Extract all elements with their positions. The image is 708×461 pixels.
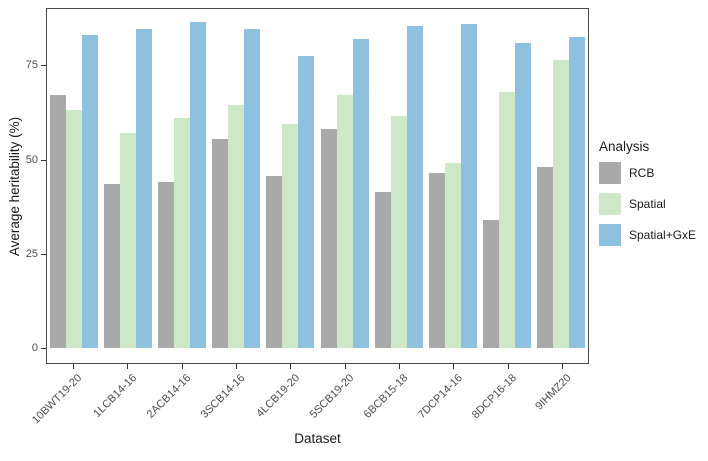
bar-group-3SCB14-16 bbox=[209, 9, 263, 348]
bar-Spatial+GxE-4LCB19-20 bbox=[298, 55, 315, 348]
x-tick-3SCB14-16 bbox=[236, 364, 237, 369]
x-tick-label-8DCP16-18: 8DCP16-18 bbox=[469, 372, 519, 422]
bar-RCB-8DCP16-18 bbox=[482, 219, 499, 348]
bar-RCB-4LCB19-20 bbox=[266, 176, 283, 348]
bar-group-4LCB19-20 bbox=[263, 9, 317, 348]
x-tick-7DCP14-16 bbox=[453, 364, 455, 369]
bar-Spatial-8DCP16-18 bbox=[498, 91, 515, 348]
bar-group-8DCP16-18 bbox=[480, 9, 534, 348]
y-tick-0 bbox=[41, 348, 46, 349]
bar-Spatial-5SCB19-20 bbox=[336, 95, 353, 348]
bar-Spatial-9IHMZ20 bbox=[552, 59, 569, 348]
x-tick-label-5SCB19-20: 5SCB19-20 bbox=[307, 372, 357, 421]
y-tick-label-25: 25 bbox=[25, 247, 38, 260]
bar-Spatial+GxE-3SCB14-16 bbox=[244, 29, 261, 348]
bar-Spatial-10BWT19-20 bbox=[66, 110, 83, 348]
bar-group-9IHMZ20 bbox=[534, 9, 588, 348]
bar-RCB-5SCB19-20 bbox=[320, 129, 337, 348]
bar-RCB-2ACB14-16 bbox=[158, 182, 175, 348]
bar-RCB-7DCP14-16 bbox=[428, 172, 445, 348]
legend-swatch-Spatial bbox=[599, 193, 621, 215]
bar-Spatial+GxE-6BCB15-18 bbox=[406, 25, 423, 348]
x-tick-2ACB14-16 bbox=[181, 364, 183, 369]
bar-Spatial+GxE-8DCP16-18 bbox=[514, 42, 531, 348]
bar-Spatial+GxE-7DCP14-16 bbox=[460, 23, 477, 348]
x-tick-10BWT19-20 bbox=[73, 364, 75, 369]
y-tick-label-0: 0 bbox=[31, 342, 38, 354]
bar-RCB-6BCB15-18 bbox=[374, 191, 391, 348]
bar-group-10BWT19-20 bbox=[47, 9, 101, 348]
legend-label-Spatial+GxE: Spatial+GxE bbox=[629, 228, 697, 242]
bar-RCB-3SCB14-16 bbox=[212, 138, 229, 348]
legend-item-Spatial: Spatial bbox=[599, 193, 696, 215]
y-tick-50 bbox=[41, 159, 46, 161]
x-tick-4LCB19-20 bbox=[290, 364, 292, 369]
x-tick-label-4LCB19-20: 4LCB19-20 bbox=[254, 372, 302, 420]
x-tick-5SCB19-20 bbox=[344, 364, 346, 369]
x-axis-title: Dataset bbox=[294, 431, 341, 446]
x-tick-label-7DCP14-16: 7DCP14-16 bbox=[415, 372, 465, 422]
bar-Spatial-1LCB14-16 bbox=[120, 133, 137, 348]
x-tick-label-1LCB14-16: 1LCB14-16 bbox=[91, 372, 139, 420]
x-tick-6BCB15-18 bbox=[398, 364, 400, 369]
x-tick-1LCB14-16 bbox=[127, 364, 129, 369]
bar-Spatial+GxE-2ACB14-16 bbox=[190, 21, 207, 348]
x-tick-label-10BWT19-20: 10BWT19-20 bbox=[30, 372, 85, 427]
bar-Spatial-6BCB15-18 bbox=[390, 116, 407, 348]
y-tick-label-50: 50 bbox=[25, 153, 38, 166]
bar-Spatial+GxE-1LCB14-16 bbox=[136, 29, 153, 348]
y-tick-label-75: 75 bbox=[25, 59, 38, 72]
y-tick-25 bbox=[41, 253, 46, 255]
x-tick-label-6BCB15-18: 6BCB15-18 bbox=[361, 372, 411, 421]
legend: Analysis RCB Spatial Spatial+GxE bbox=[599, 139, 696, 255]
x-tick-label-9IHMZ20: 9IHMZ20 bbox=[532, 372, 574, 413]
bar-RCB-1LCB14-16 bbox=[104, 184, 121, 348]
bar-RCB-10BWT19-20 bbox=[50, 95, 67, 348]
bar-Spatial+GxE-9IHMZ20 bbox=[568, 36, 585, 348]
bar-RCB-9IHMZ20 bbox=[536, 167, 553, 348]
bar-Spatial+GxE-10BWT19-20 bbox=[82, 35, 99, 348]
bar-group-7DCP14-16 bbox=[426, 9, 480, 348]
legend-swatch-Spatial+GxE bbox=[599, 224, 621, 246]
bar-group-2ACB14-16 bbox=[155, 9, 209, 348]
x-tick-9IHMZ20 bbox=[561, 364, 563, 369]
bar-Spatial-4LCB19-20 bbox=[282, 123, 299, 348]
y-axis-title-text: Average heritability (%) bbox=[7, 116, 23, 256]
x-tick-label-3SCB14-16: 3SCB14-16 bbox=[198, 372, 248, 421]
x-tick-8DCP16-18 bbox=[507, 364, 509, 369]
y-tick-75 bbox=[41, 65, 46, 67]
bar-Spatial-2ACB14-16 bbox=[174, 118, 191, 348]
legend-title: Analysis bbox=[599, 139, 650, 154]
bar-Spatial+GxE-5SCB19-20 bbox=[352, 38, 369, 348]
x-tick-label-2ACB14-16: 2ACB14-16 bbox=[144, 372, 194, 421]
bar-Spatial-7DCP14-16 bbox=[444, 163, 461, 348]
bar-group-6BCB15-18 bbox=[372, 9, 426, 348]
bars-area bbox=[47, 9, 588, 348]
legend-item-RCB: RCB bbox=[599, 162, 696, 184]
plot-panel bbox=[46, 8, 589, 364]
bar-group-5SCB19-20 bbox=[317, 9, 371, 348]
legend-label-Spatial: Spatial bbox=[629, 197, 666, 211]
legend-item-Spatial+GxE: Spatial+GxE bbox=[599, 224, 696, 246]
bar-group-1LCB14-16 bbox=[101, 9, 155, 348]
legend-label-RCB: RCB bbox=[629, 166, 655, 180]
bar-Spatial-3SCB14-16 bbox=[228, 104, 245, 348]
legend-swatch-RCB bbox=[599, 162, 621, 184]
legend-items: RCB Spatial Spatial+GxE bbox=[599, 162, 696, 246]
